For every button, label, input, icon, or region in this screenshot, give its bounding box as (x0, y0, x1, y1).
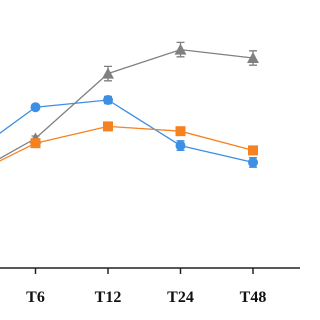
point (103, 121, 113, 132)
point (175, 140, 186, 151)
point (103, 95, 113, 105)
point (30, 102, 41, 113)
point (247, 52, 259, 63)
series-line (0, 48, 254, 160)
point (30, 138, 41, 149)
point (102, 67, 114, 79)
x-tick-label: T24 (167, 289, 194, 306)
x-tick-label: T12 (95, 289, 122, 306)
point (175, 126, 186, 137)
x-tick-label: T48 (240, 289, 267, 306)
point (174, 43, 187, 55)
point (248, 145, 258, 156)
x-tick-label: T6 (26, 289, 45, 306)
point (248, 157, 258, 168)
series-line (0, 125, 254, 162)
